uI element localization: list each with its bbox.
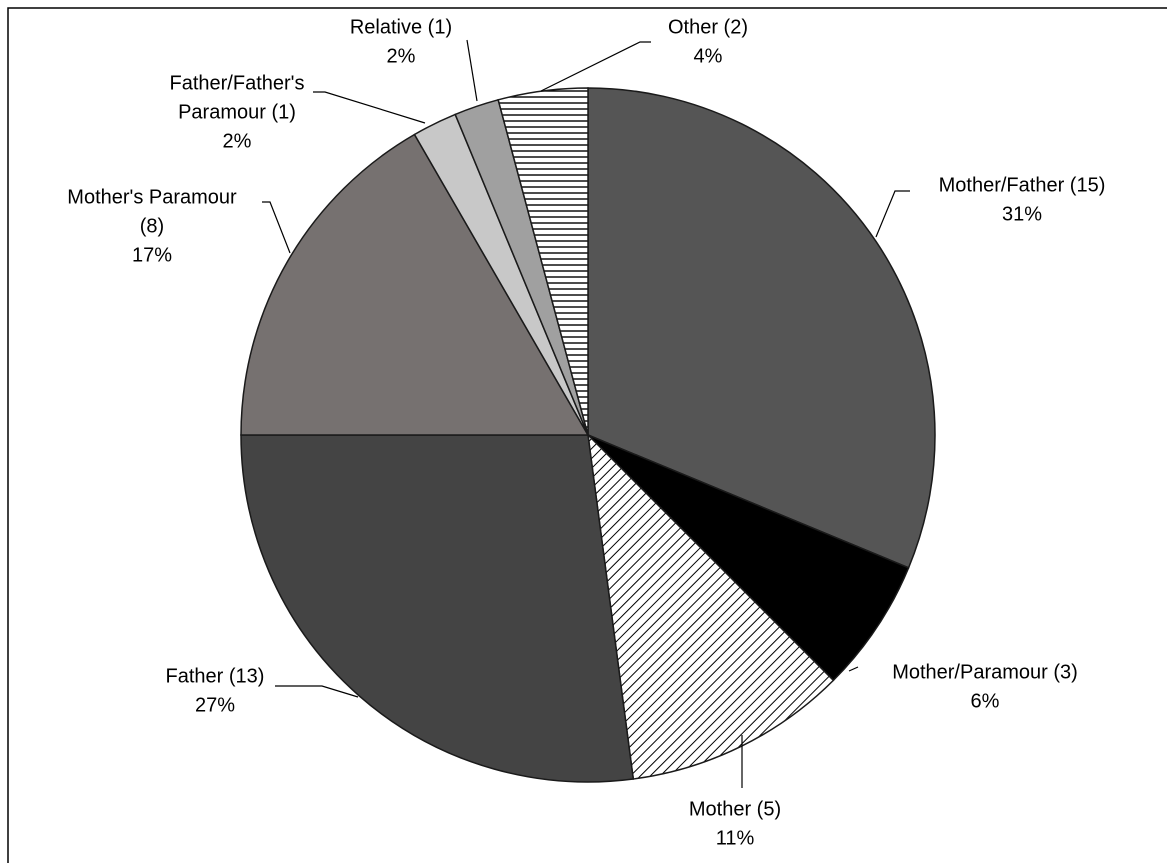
data-label-line: 2% xyxy=(223,130,252,152)
pie-slice-mother-paramour-3 xyxy=(587,434,910,682)
data-label-line: Paramour (1) xyxy=(178,101,296,123)
leader-line-relative-1 xyxy=(466,39,478,102)
leader-lines xyxy=(262,39,910,788)
data-label-line: 17% xyxy=(132,244,172,266)
data-label-line: 27% xyxy=(195,694,235,716)
data-label-relative-1: Relative (1) 2% xyxy=(350,16,452,67)
data-label-line: Father/Father's xyxy=(170,72,305,94)
data-label-mother-paramour-3: Mother/Paramour (3) 6% xyxy=(892,661,1078,712)
data-label-line: Mother/Paramour (3) xyxy=(892,661,1078,683)
chart-border xyxy=(7,7,1167,863)
slices xyxy=(240,87,936,783)
leader-line-father-father-s xyxy=(313,91,426,124)
data-label-line: 2% xyxy=(387,45,416,67)
pie-slice-mother-s-paramour xyxy=(240,133,590,436)
data-labels: Mother/Father (15) 31% Mother/Paramour (3)… xyxy=(67,16,1105,849)
leader-line-father-13 xyxy=(275,685,359,698)
data-label-line: Mother (5) xyxy=(689,798,781,820)
data-label-line: Relative (1) xyxy=(350,16,452,38)
data-label-line: 6% xyxy=(971,690,1000,712)
pie-slice-mother-father-15 xyxy=(587,87,936,569)
data-label-line: Mother's Paramour xyxy=(67,186,237,208)
data-label-line: 31% xyxy=(1002,203,1042,225)
data-label-father-father-s: Father/Father's Paramour (1) 2% xyxy=(170,72,305,152)
data-label-line: 4% xyxy=(694,45,723,67)
data-label-line: (8) xyxy=(140,215,164,237)
data-label-line: Mother/Father (15) xyxy=(939,174,1106,196)
leader-line-mother-s-paramour xyxy=(262,201,291,254)
leader-line-other-2 xyxy=(540,41,651,92)
pie-slice-other-2 xyxy=(497,87,589,436)
data-label-mother-father-15: Mother/Father (15) 31% xyxy=(939,174,1106,225)
data-label-father-13: Father (13) 27% xyxy=(166,665,265,716)
data-label-other-2: Other (2) 4% xyxy=(668,16,748,67)
data-label-mother-5: Mother (5) 11% xyxy=(689,798,781,849)
leader-line-mother-father-15 xyxy=(875,190,910,238)
data-label-line: 11% xyxy=(716,827,755,849)
data-label-line: Other (2) xyxy=(668,16,748,38)
pie-slice-father-13 xyxy=(240,434,635,783)
data-label-line: Father (13) xyxy=(166,665,265,687)
data-label-mother-s-paramour: Mother's Paramour (8) 17% xyxy=(67,186,237,266)
leader-line-mother-paramour-3 xyxy=(848,666,859,672)
